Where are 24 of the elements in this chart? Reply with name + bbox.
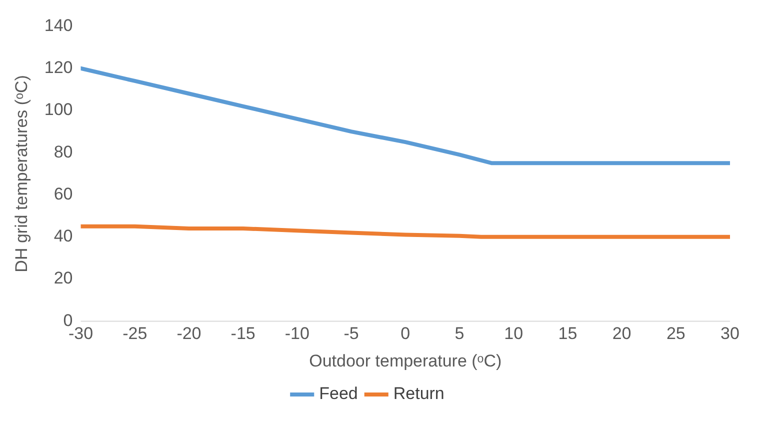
x-tick-label: 10 xyxy=(504,324,524,344)
x-tick-label: 15 xyxy=(558,324,578,344)
y-tick-label: 100 xyxy=(44,100,73,120)
x-tick-label: 5 xyxy=(454,324,464,344)
x-axis-title: Outdoor temperature (ᵒC) xyxy=(309,351,502,370)
y-tick-label: 0 xyxy=(63,310,73,330)
y-tick-label: 40 xyxy=(54,226,73,246)
legend-label: Feed xyxy=(319,384,358,404)
y-axis-title: DH grid temperatures (ᵒC) xyxy=(12,75,31,272)
x-tick-label: -25 xyxy=(122,324,148,344)
x-tick-label: 0 xyxy=(400,324,410,344)
x-tick-label: -5 xyxy=(344,324,359,344)
x-tick-label: 30 xyxy=(720,324,740,344)
legend-label: Return xyxy=(393,384,444,404)
y-tick-label: 140 xyxy=(44,16,73,35)
y-tick-label: 80 xyxy=(54,142,73,162)
x-tick-label: -15 xyxy=(230,324,256,344)
x-tick-label: 25 xyxy=(666,324,686,344)
y-tick-label: 60 xyxy=(54,184,73,204)
y-tick-label: 20 xyxy=(54,268,73,288)
y-tick-label: 120 xyxy=(44,58,73,78)
x-tick-label: -10 xyxy=(284,324,310,344)
x-tick-label: 20 xyxy=(612,324,632,344)
x-tick-label: -20 xyxy=(176,324,202,344)
